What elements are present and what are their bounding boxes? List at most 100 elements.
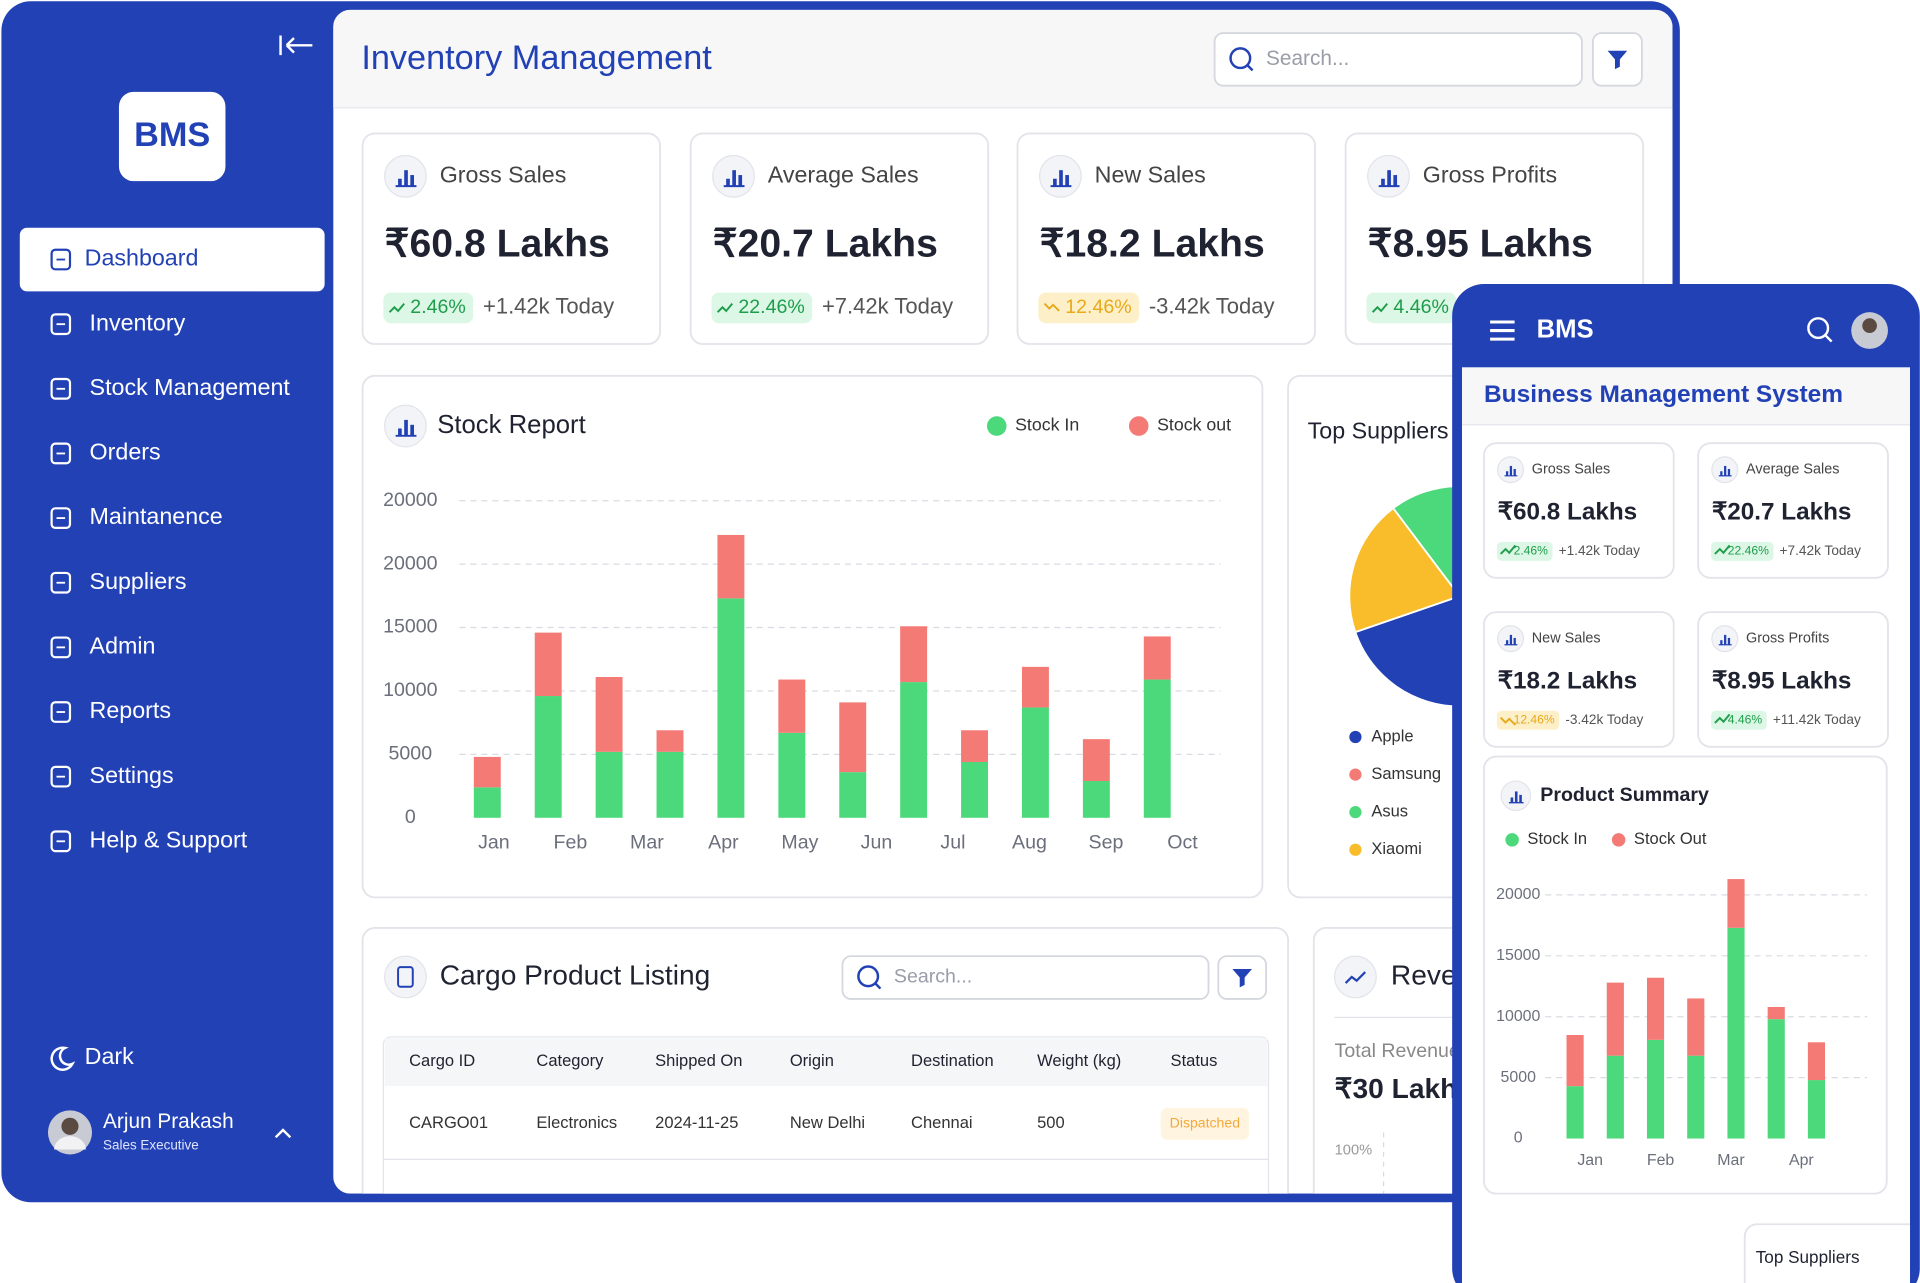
product-summary-card: Product Summary Stock In Stock Out 0 5000 100… (1483, 755, 1888, 1195)
page-title: Inventory Management (361, 39, 712, 77)
menu-icon (50, 377, 72, 400)
icon-bar (1519, 794, 1522, 803)
menu-item[interactable]: Inventory (50, 309, 186, 336)
kpi-trend-icon (1371, 302, 1389, 313)
icon-bar (1724, 634, 1727, 645)
kpi-label: Average Sales (768, 161, 919, 187)
bar-segment (1143, 679, 1171, 818)
bar-segment (656, 730, 684, 752)
kpi-trend-icon (716, 302, 734, 313)
legend-label: Stock Out (1634, 829, 1707, 848)
kpi-today: +7.42k Today (822, 294, 953, 319)
icon-bar (732, 170, 736, 187)
trend-icon (1344, 971, 1367, 984)
kpi-label: New Sales (1095, 161, 1206, 187)
user-name: Arjun Prakash (103, 1110, 234, 1133)
menu-label: Orders (90, 439, 161, 465)
y-tick-label: 20000 (1496, 886, 1540, 903)
legend-label: Apple (1371, 726, 1413, 745)
search-icon (1229, 47, 1252, 70)
icon-bar (1505, 640, 1509, 645)
bar-segment (1646, 1039, 1665, 1139)
menu-item[interactable]: Help & Support (50, 826, 248, 852)
icon-bar (726, 178, 730, 187)
kpi-trend-icon (1499, 544, 1517, 555)
bar-segment (1767, 1006, 1785, 1020)
icon-bar (1720, 471, 1723, 476)
search-box[interactable]: Search... (841, 955, 1210, 1000)
bar-segment (595, 751, 623, 818)
menu-item[interactable]: Reports (50, 697, 171, 723)
x-tick-label: Oct (1167, 832, 1198, 854)
logo-text: BMS (134, 116, 210, 154)
icon-bar (1053, 178, 1057, 187)
bar-segment (1807, 1042, 1826, 1081)
legend-label: Stock out (1157, 415, 1231, 435)
kpi-trend-icon (1043, 302, 1060, 312)
icon-badge (1334, 955, 1377, 999)
menu-item[interactable]: Maintanence (50, 503, 223, 529)
kpi-change: 2.46% (410, 296, 466, 318)
legend-swatch (1349, 806, 1362, 819)
menu-item[interactable]: Orders (50, 439, 161, 465)
menu-label: Help & Support (90, 826, 248, 852)
icon-bar (1724, 465, 1727, 476)
icon-bar (1513, 468, 1516, 476)
menu-item[interactable]: Dashboard (19, 227, 325, 292)
menu-icon (50, 313, 72, 336)
icon-bar (1065, 175, 1069, 187)
filter-button[interactable] (1217, 955, 1267, 1000)
icon-bar (1393, 175, 1398, 187)
bar-segment (1727, 927, 1745, 1139)
bar-segment (1687, 998, 1705, 1056)
search-field[interactable] (1213, 32, 1583, 87)
menu-item[interactable]: Suppliers (50, 568, 187, 594)
menu-label: Stock Management (90, 374, 291, 400)
x-tick-label: Apr (708, 832, 739, 854)
card-bg (361, 374, 1264, 899)
x-tick-label: May (781, 832, 818, 854)
table-cell: New Delhi (790, 1113, 865, 1132)
user-avatar-body (54, 1136, 86, 1150)
table-header-cell: Weight (kg) (1037, 1051, 1121, 1070)
bar-segment (1767, 1019, 1785, 1139)
icon-bar (1381, 178, 1385, 187)
bar-segment (717, 598, 745, 818)
search-field[interactable] (841, 955, 1210, 1000)
chart-title: Top Suppliers (1756, 1247, 1860, 1267)
kpi-change-pill (1496, 541, 1553, 561)
kpi-trend-icon (1714, 713, 1731, 724)
kpi-card-bg (361, 132, 661, 345)
kpi-card: Gross Sales ₹60.8 Lakhs 2.46% +1.42k Today (361, 132, 661, 345)
legend-swatch (1505, 833, 1519, 847)
user-menu-chevron[interactable] (274, 1128, 292, 1139)
collapse-icon[interactable] (279, 35, 313, 56)
bar-segment (961, 761, 989, 818)
menu-item[interactable]: Admin (50, 633, 156, 659)
x-tick-label: Jul (940, 832, 965, 854)
menu-item[interactable]: Settings (50, 762, 174, 788)
kpi-change: 12.46% (1514, 712, 1555, 726)
theme-toggle[interactable]: Dark (50, 1043, 134, 1071)
y-tick-label: 0 (1514, 1130, 1523, 1147)
menu-item-active-bg[interactable] (19, 227, 325, 292)
kpi-value: ₹20.7 Lakhs (1712, 498, 1852, 525)
legend-swatch (1349, 768, 1362, 781)
mobile-search-icon[interactable] (1807, 317, 1830, 340)
bar-segment (1143, 636, 1171, 680)
icon-bar (1513, 637, 1516, 645)
y-tick-label: 5000 (1501, 1069, 1537, 1086)
icon-badge (383, 955, 427, 999)
kpi-change: 22.46% (1728, 544, 1769, 558)
bar-segment (656, 751, 684, 818)
search-box[interactable]: Search... (1213, 32, 1583, 87)
menu-icon (50, 636, 72, 659)
kpi-card: Average Sales ₹20.7 Lakhs 22.46% +7.42k Tod… (1697, 442, 1889, 579)
search-placeholder: Search... (894, 966, 972, 988)
mobile-screen: Business Management System Gross Sales ₹60… (1461, 367, 1911, 1283)
menu-icon[interactable] (1490, 320, 1515, 341)
menu-label: Dashboard (85, 245, 199, 271)
menu-item[interactable]: Stock Management (50, 374, 291, 400)
filter-button[interactable] (1592, 32, 1643, 87)
